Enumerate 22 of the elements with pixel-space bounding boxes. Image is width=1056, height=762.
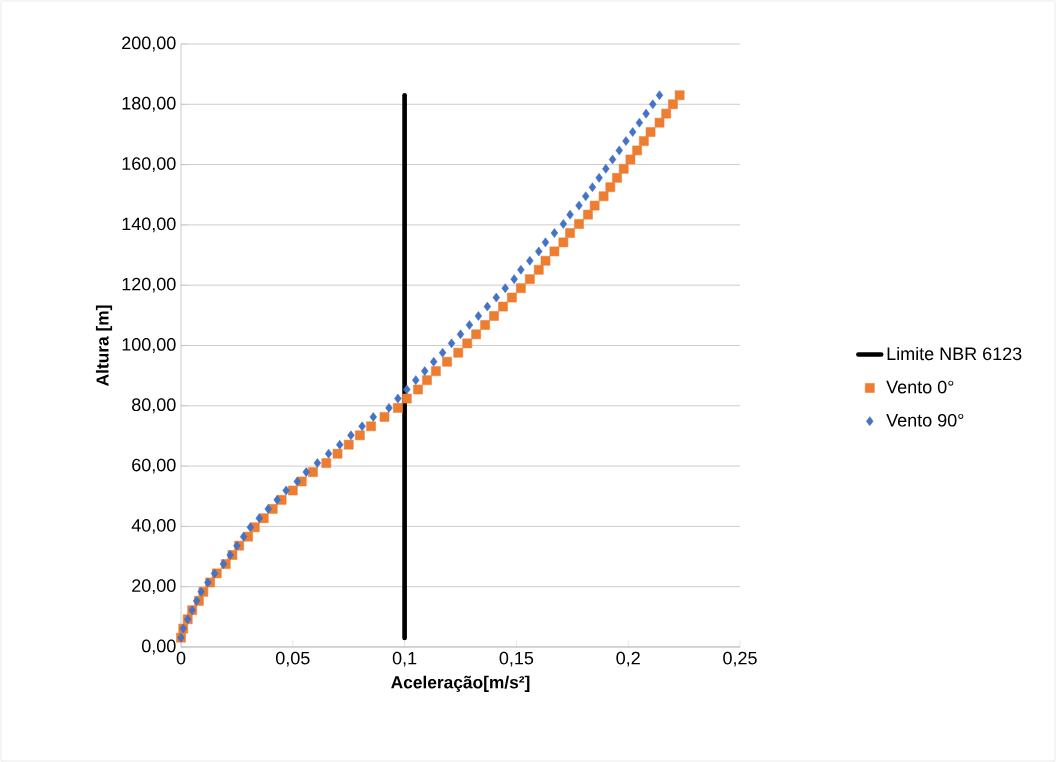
y-axis-title: Altura [m]: [95, 305, 113, 386]
x-tick-label: 0,25: [723, 651, 757, 667]
legend-label: Vento 90°: [886, 413, 964, 427]
x-tick-label: 0,15: [499, 651, 534, 667]
x-tick-label: 0: [176, 651, 186, 665]
y-tick-label: 140,00: [122, 217, 176, 233]
y-tick-label: 160,00: [122, 157, 176, 173]
x-axis-title: Aceleração[m/s²]: [391, 675, 530, 692]
y-tick-label: 120,00: [122, 277, 176, 293]
legend-label: Vento 0°: [886, 380, 954, 394]
y-tick-label: 40,00: [131, 518, 176, 534]
y-tick-label: 200,00: [122, 36, 176, 52]
x-tick-label: 0,1: [392, 651, 417, 667]
y-tick-label: 180,00: [122, 96, 176, 112]
y-tick-label: 100,00: [122, 338, 176, 353]
y-tick-label: 80,00: [132, 398, 176, 414]
y-tick-label: 0,00: [141, 639, 176, 655]
x-tick-label: 0,2: [616, 651, 640, 667]
x-tick-label: 0,05: [276, 651, 310, 667]
y-tick-label: 60,00: [132, 458, 176, 474]
y-tick-label: 20,00: [132, 579, 176, 595]
legend-label: Limite NBR 6123: [887, 346, 1022, 361]
